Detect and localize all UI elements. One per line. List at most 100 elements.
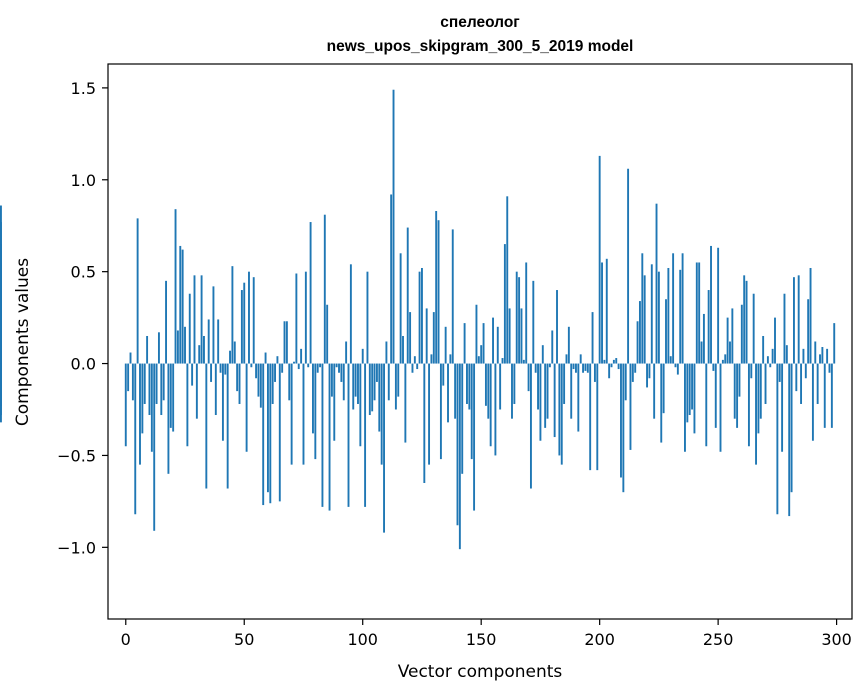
bar — [421, 267, 423, 364]
bar — [276, 356, 279, 364]
bar — [624, 363, 627, 401]
bar — [496, 326, 499, 364]
bar — [774, 317, 776, 364]
bar — [747, 363, 750, 447]
bar — [771, 348, 774, 364]
bar — [648, 363, 651, 379]
bar — [435, 211, 438, 364]
bar — [584, 363, 587, 371]
bar — [316, 363, 319, 373]
bar — [205, 363, 208, 489]
bar — [411, 363, 414, 373]
bar — [157, 332, 160, 364]
bar — [394, 363, 397, 410]
bar — [454, 363, 457, 419]
bar — [489, 363, 492, 447]
bar — [402, 335, 404, 364]
bar — [785, 345, 788, 364]
bar — [266, 363, 269, 493]
bar — [766, 356, 769, 364]
bar — [788, 363, 791, 517]
bar — [634, 363, 637, 373]
bar — [738, 363, 741, 397]
bar — [589, 363, 592, 471]
bar — [492, 317, 494, 364]
bar — [366, 271, 369, 364]
bar — [830, 363, 833, 428]
bar — [610, 363, 613, 368]
x-tick-label: 250 — [703, 630, 734, 649]
bar — [409, 312, 412, 364]
bar — [285, 321, 288, 364]
y-tick-label: 0.5 — [71, 263, 96, 282]
bar — [274, 363, 276, 382]
bar — [146, 335, 149, 364]
bar — [676, 363, 679, 375]
bar — [167, 363, 170, 474]
bar — [425, 308, 428, 364]
bar — [529, 363, 532, 489]
bar — [153, 363, 156, 531]
bar — [693, 363, 696, 434]
bar — [335, 363, 338, 368]
bar — [657, 271, 660, 364]
bar — [539, 363, 542, 441]
bar — [373, 363, 376, 401]
bar — [726, 317, 729, 364]
bar — [551, 330, 554, 364]
bar — [302, 363, 305, 465]
bar — [174, 209, 177, 364]
bar — [368, 363, 371, 416]
x-tick-label: 200 — [584, 630, 615, 649]
bar — [169, 363, 172, 428]
bar — [707, 290, 710, 364]
chart-subtitle: news_upos_skipgram_300_5_2019 model — [327, 38, 634, 55]
bar — [243, 282, 246, 364]
y-tick-label: 0.0 — [71, 355, 96, 374]
bar — [499, 363, 502, 410]
bar — [724, 354, 727, 364]
bar — [556, 290, 558, 364]
bar — [466, 363, 468, 404]
bar — [134, 363, 137, 515]
bar — [214, 363, 217, 416]
x-tick-label: 0 — [121, 630, 131, 649]
bar — [795, 363, 798, 392]
bar — [712, 363, 715, 371]
bar — [345, 341, 348, 364]
bar — [790, 363, 793, 493]
bar — [591, 312, 594, 364]
bar — [233, 341, 236, 364]
bar — [681, 253, 684, 364]
bar — [793, 277, 795, 364]
bar — [176, 330, 179, 364]
bar — [636, 321, 639, 364]
bar — [755, 363, 757, 465]
bar — [650, 264, 653, 364]
bar — [312, 363, 314, 434]
bar — [740, 304, 743, 364]
bar — [660, 363, 663, 443]
bar — [620, 363, 622, 478]
bar — [375, 363, 378, 382]
bar — [439, 363, 442, 460]
bar — [665, 299, 667, 364]
bar — [342, 363, 345, 401]
bar — [328, 363, 331, 511]
bar — [778, 363, 781, 382]
bar — [390, 194, 393, 364]
bar — [667, 267, 670, 364]
bar — [631, 363, 634, 382]
bar — [255, 363, 258, 379]
bar — [553, 363, 556, 438]
bar — [546, 363, 549, 419]
bar — [188, 293, 191, 364]
bar — [615, 358, 618, 364]
bar — [442, 363, 445, 386]
bar — [127, 363, 130, 392]
bar — [326, 304, 329, 364]
bar — [364, 363, 367, 507]
bar — [653, 363, 656, 419]
bar — [0, 363, 2, 406]
bar — [131, 363, 134, 401]
